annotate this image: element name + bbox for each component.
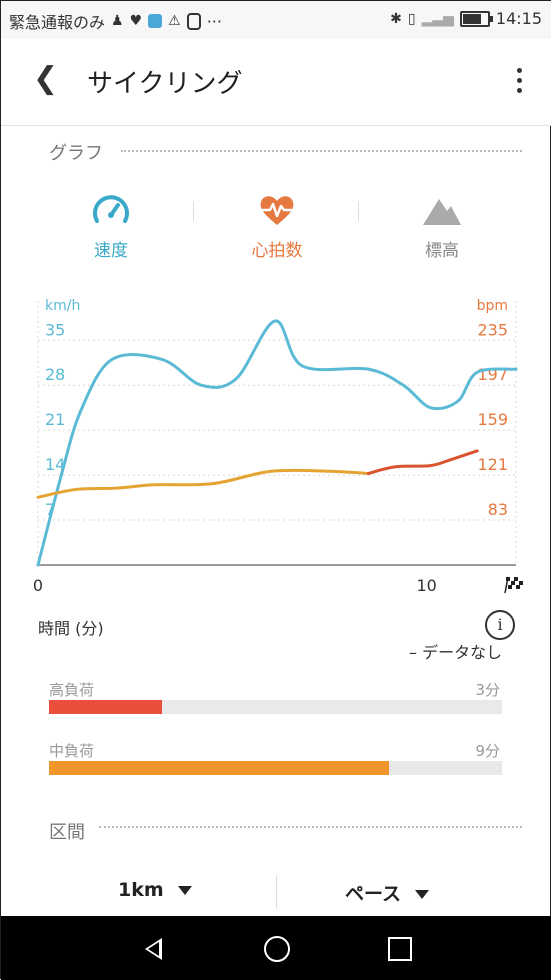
distance-selector[interactable]: 1km [118, 879, 192, 901]
vibrate-icon: ▯ [407, 10, 416, 27]
metric-selector-label: ペース [345, 883, 402, 905]
y-left-tick-label: 35 [45, 320, 65, 339]
medium-load-bar-fill [49, 761, 389, 775]
carrier-text: 緊急通報のみ [9, 13, 106, 32]
clock: 14:15 [495, 9, 542, 28]
tab-heart-rate[interactable]: 心拍数 [217, 193, 337, 261]
back-arrow-icon[interactable]: ❮ [33, 61, 59, 96]
no-data-legend: – データなし [409, 643, 503, 662]
high-load-bar [49, 700, 502, 714]
app-bar: ❮ サイクリング [1, 39, 551, 126]
navigation-bar [1, 916, 551, 980]
status-bar: 緊急通報のみ ♟ ♥ ⚠ ··· ✱ ▯ ▂▃▅ 14:15 [1, 1, 551, 39]
tab-elevation-label: 標高 [425, 241, 459, 261]
shield-icon [148, 14, 163, 28]
heart-rate-series-line [366, 449, 479, 475]
warning-icon: ⚠ [168, 13, 181, 29]
checkered-flag-icon [511, 581, 515, 585]
tab-speed[interactable]: 速度 [51, 193, 171, 261]
tab-heart-rate-label: 心拍数 [251, 241, 303, 261]
tab-elevation[interactable]: 標高 [382, 193, 502, 261]
medium-load-label: 中負荷 [49, 742, 95, 760]
y-left-unit: km/h [45, 298, 80, 314]
nav-home-icon[interactable] [264, 936, 290, 962]
time-axis-label: 時間 (分) [38, 619, 104, 638]
y-right-tick-label: 83 [488, 500, 508, 519]
intervals-section-title: 区間 [49, 822, 85, 843]
y-left-tick-label: 7 [45, 500, 55, 519]
heart-icon: ♥ [129, 13, 143, 29]
info-icon[interactable]: i [485, 610, 515, 640]
y-right-unit: bpm [477, 298, 508, 314]
x-tick-label: 10 [416, 576, 436, 595]
signal-icon: ▂▃▅ [421, 10, 454, 27]
high-load-bar-fill [49, 700, 163, 714]
heart-rate-icon [260, 196, 294, 225]
metric-selector[interactable]: ペース [345, 879, 430, 906]
medium-load-value: 9分 [475, 742, 500, 760]
checkered-flag-icon [519, 581, 523, 585]
y-right-tick-label: 235 [477, 320, 508, 339]
bluetooth-icon: ✱ [390, 10, 402, 27]
nav-back-icon[interactable] [145, 938, 162, 960]
section-divider [99, 826, 522, 828]
more-notifications-icon: ··· [206, 11, 222, 31]
tab-speed-label: 速度 [94, 241, 128, 261]
y-left-tick-label: 21 [45, 410, 65, 429]
section-divider [121, 150, 522, 152]
battery-icon [459, 10, 493, 27]
distance-selector-label: 1km [118, 879, 164, 901]
watch-icon [186, 12, 201, 30]
checkered-flag-icon [514, 577, 518, 581]
mountain-icon [423, 199, 461, 225]
x-tick-label: 0 [33, 576, 43, 595]
chevron-down-icon [177, 886, 192, 895]
more-options-icon[interactable] [517, 63, 522, 98]
nav-recent-apps-icon[interactable] [388, 937, 412, 961]
y-right-tick-label: 159 [477, 410, 508, 429]
heart-rate-series-line [36, 468, 370, 499]
tab-divider [358, 201, 359, 221]
notification-icon: ♟ [111, 13, 124, 29]
medium-load-bar [49, 761, 502, 775]
checkered-flag-icon [508, 585, 512, 589]
y-left-tick-label: 28 [45, 365, 65, 384]
checkered-flag-icon [516, 585, 520, 589]
graph-section-title: グラフ [49, 143, 103, 164]
page-title: サイクリング [87, 69, 243, 99]
y-right-tick-label: 121 [477, 455, 508, 474]
y-left-tick-label: 14 [45, 455, 65, 474]
speedometer-icon [93, 195, 129, 223]
speed-series-line [36, 319, 518, 567]
tab-divider [193, 201, 194, 221]
high-load-value: 3分 [475, 681, 500, 699]
selector-divider [276, 875, 277, 909]
checkered-flag-icon [504, 576, 509, 594]
chevron-down-icon [415, 890, 430, 899]
high-load-label: 高負荷 [49, 681, 95, 699]
